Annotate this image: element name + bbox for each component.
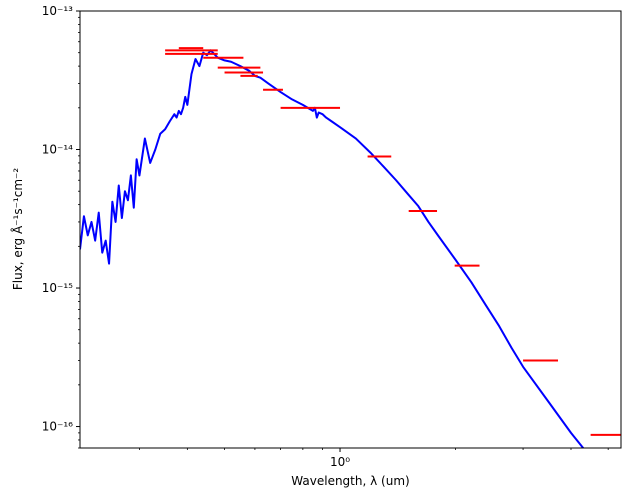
ticks-layer: 10⁻¹³ 10⁻¹⁴ 10⁻¹⁵ 10⁻¹⁶ 10⁰ <box>42 4 609 469</box>
y-tick-label: 10⁻¹³ <box>42 4 73 18</box>
series-layer <box>80 49 585 448</box>
y-tick-label: 10⁻¹⁵ <box>42 281 73 295</box>
errorbar-layer <box>165 47 621 436</box>
model-spectrum-line <box>80 49 585 448</box>
plot-frame <box>79 10 622 449</box>
y-axis-label: Flux, erg Å⁻¹s⁻¹cm⁻² <box>10 168 25 290</box>
x-tick-label: 10⁰ <box>330 455 350 469</box>
y-tick-label: 10⁻¹⁴ <box>42 143 73 157</box>
y-tick-label: 10⁻¹⁶ <box>42 420 73 434</box>
x-axis-label: Wavelength, λ (um) <box>291 474 409 488</box>
